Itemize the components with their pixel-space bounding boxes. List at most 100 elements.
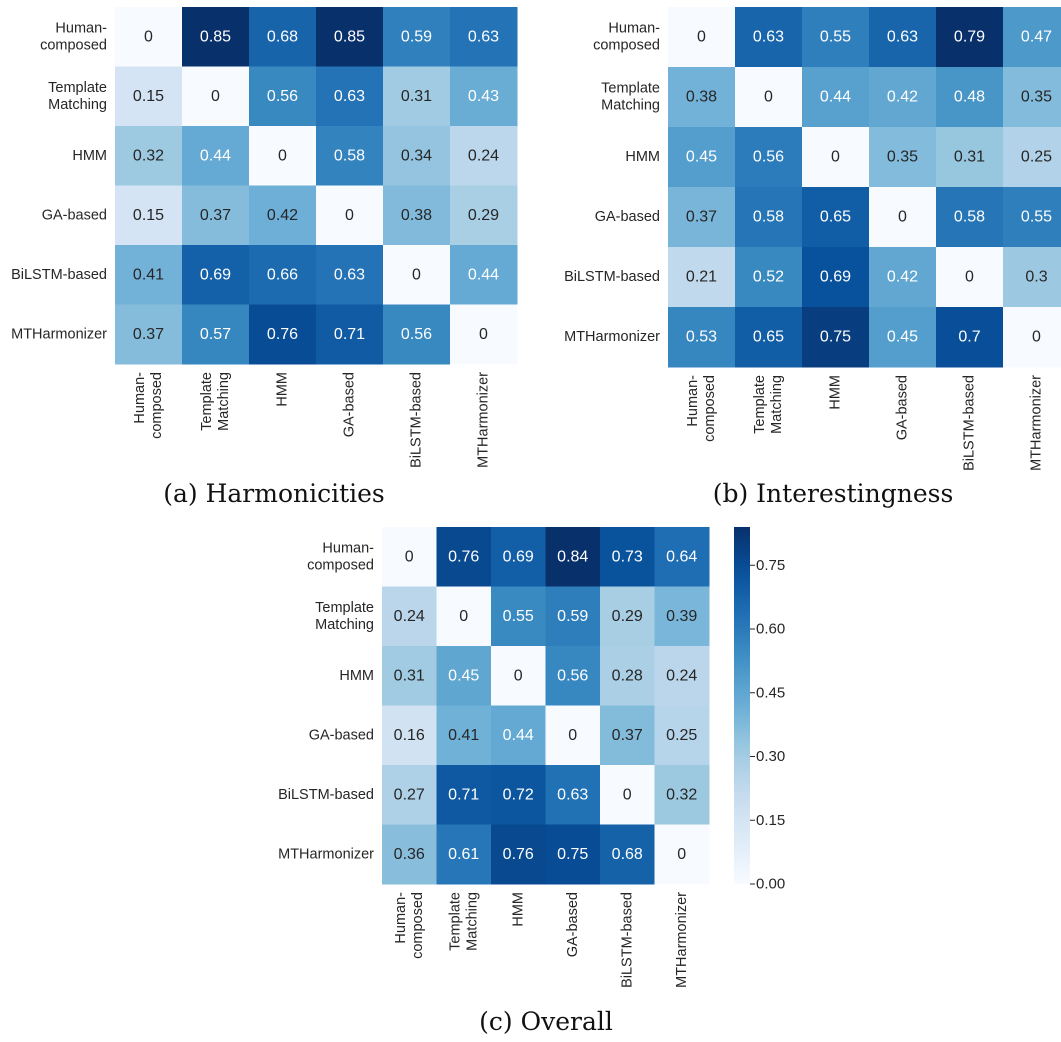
cell-value-label: 0.69 (200, 266, 231, 283)
cell-value-label: 0.37 (612, 727, 643, 744)
cell-value-label: 0.35 (1021, 89, 1052, 106)
cell-value-label: 0.42 (887, 269, 918, 286)
heatmap-cell (1003, 307, 1061, 368)
heatmap-cell (491, 705, 546, 766)
row-tick-label: MTHarmonizer (278, 846, 374, 862)
heatmap-harmonicities: 0 0.85 0.68 0.85 0.59 0.63 0.15 0 0.56 0.63 0.31 0.… (11, 7, 518, 468)
cell-value-label: 0.75 (557, 846, 588, 863)
heatmap-cell (545, 765, 601, 825)
cell-value-label: 0.73 (612, 548, 643, 565)
heatmap-cell (491, 765, 546, 825)
cell-value-label: 0.55 (820, 29, 851, 46)
heatmap-cell (654, 765, 710, 825)
cell-value-label: 0.66 (267, 266, 298, 283)
cell-value-label: 0.61 (448, 846, 479, 863)
cell-value-label: 0.39 (666, 608, 697, 625)
col-tick-label: TemplateMatching (199, 372, 232, 431)
cell-value-label: 0.56 (267, 88, 298, 105)
heatmap-cell (600, 527, 655, 587)
col-tick-label: MTHarmonizer (674, 892, 690, 988)
heatmap-cell (869, 67, 937, 128)
heatmap-cell (383, 126, 451, 186)
cell-value-label: 0.43 (468, 88, 499, 105)
cell-value-label: 0.27 (394, 786, 425, 803)
heatmap-cell (436, 705, 492, 766)
heatmap-cell (654, 527, 710, 587)
heatmap-cell (668, 127, 736, 188)
heatmap-cell (316, 185, 384, 246)
heatmap-cell (450, 245, 518, 305)
heatmap-cell (668, 247, 736, 308)
row-tick-label: MTHarmonizer (11, 326, 107, 342)
cell-value-label: 0.38 (401, 207, 432, 224)
cell-value-label: 0.15 (133, 88, 164, 105)
heatmap-cell (450, 304, 518, 365)
col-tick-label: HMM (828, 375, 844, 410)
cell-value-label: 0.25 (666, 727, 697, 744)
cell-value-label: 0.44 (200, 147, 231, 164)
heatmap-cell (316, 245, 384, 305)
heatmap-cell (436, 824, 492, 885)
heatmap-cell (450, 66, 518, 127)
heatmap-cell (383, 304, 451, 365)
cell-value-label: 0.63 (753, 29, 784, 46)
row-tick-label: Human-composed (593, 21, 660, 54)
cell-value-label: 0.28 (612, 667, 643, 684)
heatmap-cell (491, 824, 546, 885)
cell-value-label: 0.42 (887, 89, 918, 106)
heatmap-cell (869, 127, 937, 188)
row-tick-label: Template Matching (315, 600, 374, 633)
row-tick-label: BiLSTM-based (11, 267, 107, 283)
heatmap-cell (249, 66, 317, 127)
cell-value-label: 0 (211, 88, 220, 105)
heatmap-cell (600, 586, 655, 647)
row-tick-label: MTHarmonizer (564, 329, 660, 345)
cell-value-label: 0.7 (958, 329, 980, 346)
cell-value-label: 0.16 (394, 727, 425, 744)
heatmap-cell (654, 646, 710, 706)
cell-value-label: 0.47 (1021, 29, 1052, 46)
heatmap-cell (668, 67, 736, 128)
cell-value-label: 0.85 (200, 28, 231, 45)
heatmap-cell (491, 646, 546, 706)
col-tick-label: TemplateMatching (447, 892, 480, 951)
cell-value-label: 0.58 (753, 209, 784, 226)
heatmap-cell (654, 586, 710, 647)
cell-value-label: 0.75 (820, 329, 851, 346)
cell-value-label: 0.65 (753, 329, 784, 346)
heatmap-cell (802, 67, 870, 128)
cell-value-label: 0.37 (133, 326, 164, 343)
heatmap-cell (382, 646, 437, 706)
heatmap-cell (436, 586, 492, 647)
heatmap-cell (383, 7, 451, 67)
cell-value-label: 0.79 (954, 29, 985, 46)
cell-value-label: 0.68 (612, 846, 643, 863)
heatmap-cell (115, 304, 183, 365)
row-tick-label: HMM (339, 668, 374, 684)
cell-value-label: 0.76 (503, 846, 534, 863)
heatmap-cell (654, 824, 710, 885)
row-tick-label: Human-composed (40, 20, 107, 53)
cell-value-label: 0.56 (401, 326, 432, 343)
cell-value-label: 0.58 (334, 147, 365, 164)
cell-value-label: 0.58 (954, 209, 985, 226)
cell-value-label: 0.48 (954, 89, 985, 106)
heatmap-cell (735, 187, 803, 248)
heatmap-cell (450, 185, 518, 246)
cell-value-label: 0 (1032, 329, 1041, 346)
cell-value-label: 0.55 (1021, 209, 1052, 226)
heatmap-cell (1003, 127, 1061, 188)
cell-value-label: 0 (697, 29, 706, 46)
heatmap-cell (115, 185, 183, 246)
heatmap-cell (668, 7, 736, 68)
cell-value-label: 0.44 (820, 89, 851, 106)
heatmap-cell (382, 705, 437, 766)
row-tick-label: GA-based (309, 727, 374, 743)
heatmap-cell (316, 7, 384, 67)
heatmap-cell (115, 126, 183, 186)
cell-value-label: 0.71 (334, 326, 365, 343)
cell-value-label: 0.84 (557, 548, 588, 565)
colorbar-tick-label: 0.00 (756, 876, 785, 893)
heatmap-cell (249, 185, 317, 246)
cell-value-label: 0.57 (200, 326, 231, 343)
